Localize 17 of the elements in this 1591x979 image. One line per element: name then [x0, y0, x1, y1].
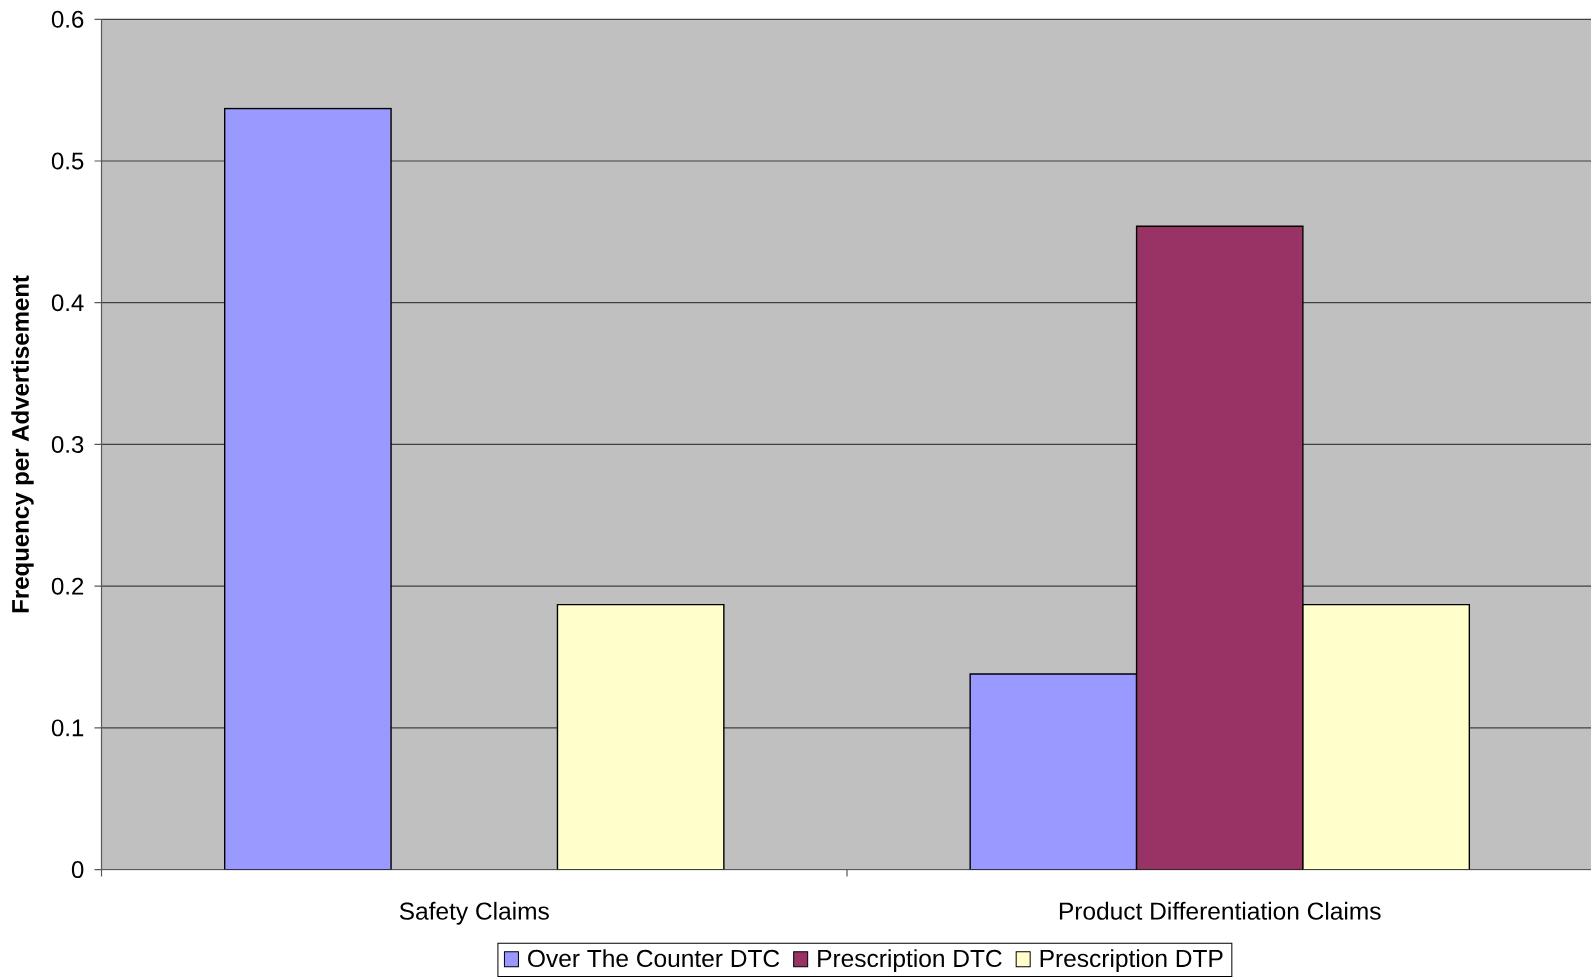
- legend-label: Over The Counter DTC: [528, 949, 780, 968]
- x-tick-label: Product Differentiation Claims: [1059, 901, 1381, 920]
- bar: [556, 603, 725, 870]
- legend-label: Prescription DTP: [1040, 949, 1223, 972]
- bar: [1302, 603, 1471, 870]
- y-tick-label: 0.4: [51, 294, 84, 312]
- bar: [223, 107, 392, 870]
- y-tick-label: 0: [71, 861, 84, 879]
- bar: [969, 673, 1138, 870]
- y-tick-label: 0.1: [51, 719, 84, 737]
- y-tick-label: 0.3: [51, 435, 84, 453]
- legend-label: Prescription DTC: [818, 949, 1002, 972]
- y-tick-label: 0.6: [51, 10, 84, 28]
- y-tick-label: 0.5: [51, 152, 84, 170]
- x-tick-label: Safety Claims: [399, 901, 549, 925]
- y-axis-title: Frequency per Advertisement: [11, 275, 34, 613]
- y-tick-label: 0.2: [51, 577, 84, 595]
